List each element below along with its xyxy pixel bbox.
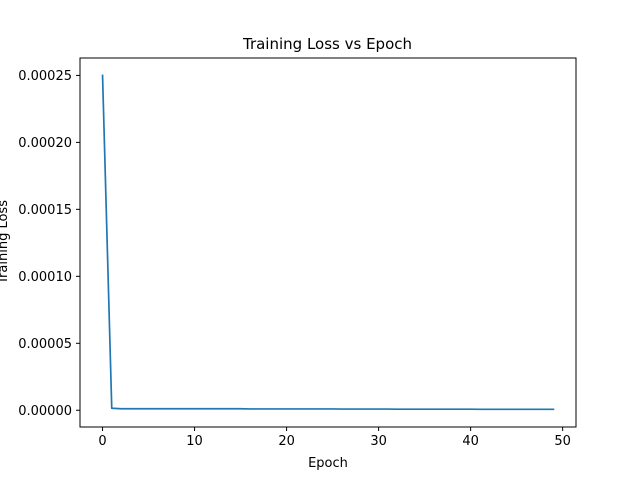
x-tick-label: 0 (98, 434, 106, 449)
y-tick-label: 0.00010 (18, 270, 72, 285)
y-tick-label: 0.00020 (18, 136, 72, 151)
axes-frame (79, 57, 577, 428)
plot-area (101, 74, 555, 411)
y-axis-label: Training Loss (0, 200, 11, 285)
y-tick-label: 0.00015 (18, 203, 72, 218)
x-tick-label: 40 (462, 434, 479, 449)
x-tick-label: 10 (186, 434, 203, 449)
y-tick-label: 0.00025 (18, 69, 72, 84)
y-tick-label: 0.00005 (18, 337, 72, 352)
x-axis-ticks: 0 10 20 30 40 50 (98, 427, 571, 449)
y-tick-label: 0.00000 (18, 404, 72, 419)
y-axis-ticks: 0.00000 0.00005 0.00010 0.00015 0.00020 0.000… (18, 69, 80, 419)
chart-title: Training Loss vs Epoch (242, 35, 412, 53)
x-tick-label: 30 (370, 434, 387, 449)
x-axis-label: Epoch (308, 456, 348, 471)
x-tick-label: 50 (554, 434, 571, 449)
series-line-training-loss (101, 74, 555, 411)
x-tick-label: 20 (278, 434, 295, 449)
